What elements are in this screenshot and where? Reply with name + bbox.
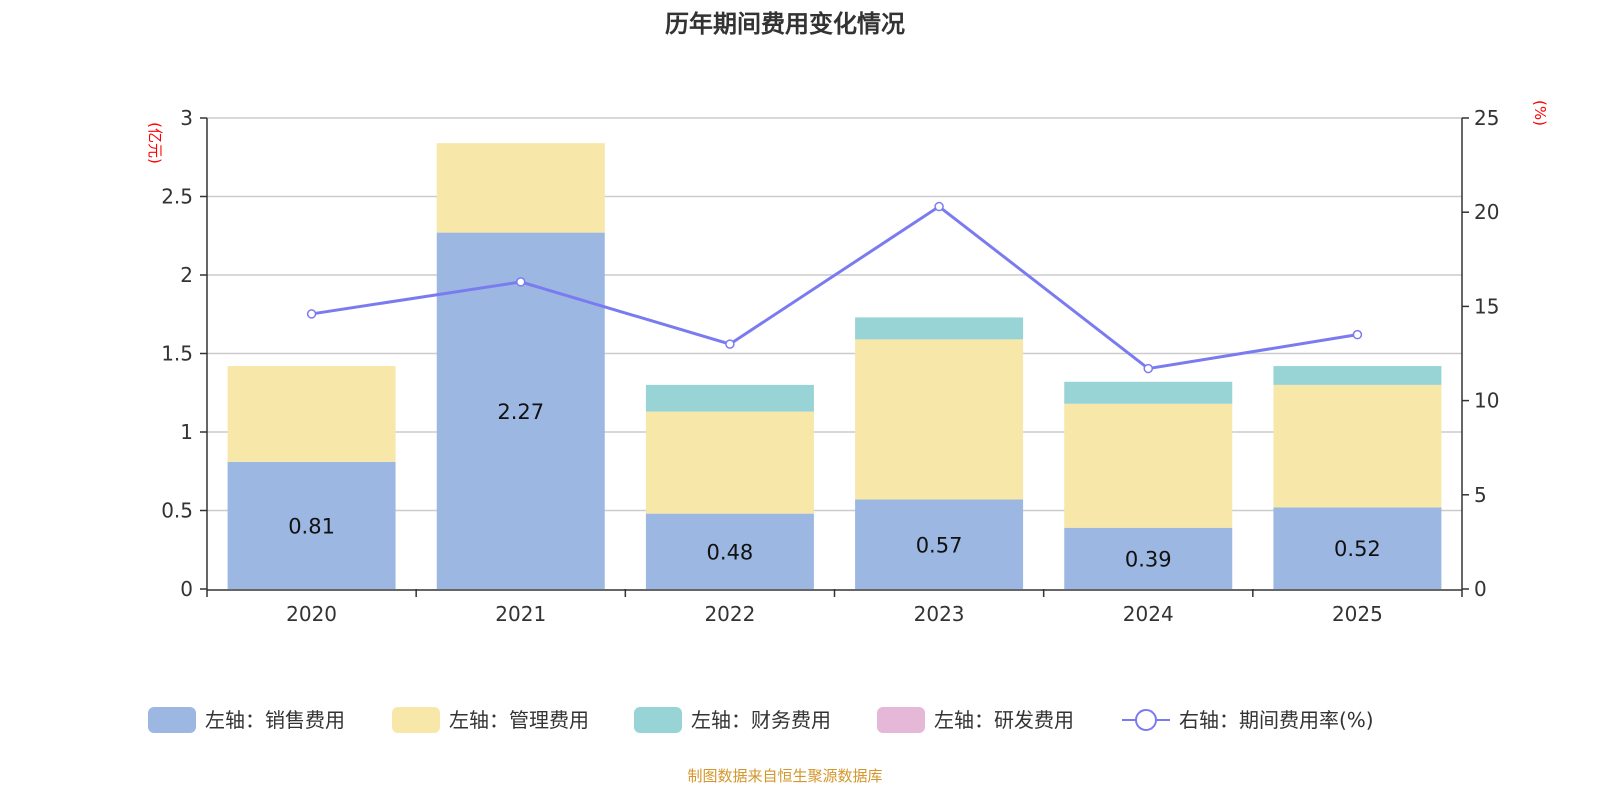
legend-label: 右轴：期间费用率(%): [1179, 708, 1374, 732]
x-tick-label: 2021: [495, 602, 546, 626]
left-tick-label: 1.5: [161, 342, 193, 366]
bar-2022: [645, 411, 814, 514]
bar-2023: [855, 317, 1024, 340]
x-tick-label: 2023: [914, 602, 965, 626]
right-tick-label: 15: [1474, 294, 1499, 318]
right-tick-label: 0: [1474, 577, 1487, 601]
bar-2025: [1273, 384, 1442, 508]
bar-data-label: 0.57: [916, 533, 963, 557]
bar-2021: [436, 232, 605, 590]
legend-label: 左轴：管理费用: [449, 708, 589, 732]
bar-2025: [1273, 366, 1442, 385]
legend-swatch: [634, 707, 682, 733]
legend-marker-icon: [1135, 709, 1157, 731]
left-axis-unit: (亿元): [146, 122, 164, 164]
bar-2024: [1064, 403, 1233, 528]
x-tick-label: 2020: [286, 602, 337, 626]
left-tick-label: 2.5: [161, 185, 193, 209]
bar-data-label: 2.27: [497, 400, 544, 424]
x-tick-label: 2025: [1332, 602, 1383, 626]
left-tick-label: 3: [180, 106, 193, 130]
bar-data-label: 0.81: [288, 514, 335, 538]
rate-point: [725, 339, 735, 349]
rate-point: [306, 309, 317, 319]
legend-swatch: [392, 707, 440, 733]
rate-point: [1143, 363, 1153, 374]
bar-2020: [227, 366, 396, 462]
rate-point: [516, 277, 526, 287]
bar-2025: [1273, 507, 1442, 589]
bar-2024: [1064, 527, 1233, 589]
bar-2020: [227, 461, 396, 589]
legend-swatch: [148, 707, 196, 733]
left-tick-label: 0.5: [161, 499, 193, 523]
legend-label: 左轴：研发费用: [934, 708, 1074, 732]
bar-2023: [855, 499, 1024, 589]
bar-2021: [436, 143, 605, 233]
bar-2023: [855, 339, 1024, 500]
left-tick-label: 0: [180, 577, 193, 601]
chart-title: 历年期间费用变化情况: [665, 10, 905, 38]
bar-2022: [645, 384, 814, 412]
right-tick-label: 10: [1474, 389, 1499, 413]
right-axis-unit: (%): [1531, 100, 1549, 126]
legend-label: 左轴：销售费用: [205, 708, 345, 732]
right-tick-label: 20: [1474, 200, 1499, 224]
rate-point: [1352, 329, 1363, 340]
bar-data-label: 0.39: [1125, 547, 1172, 571]
source-note: 制图数据来自恒生聚源数据库: [687, 767, 882, 785]
legend-label: 左轴：财务费用: [691, 708, 831, 732]
left-tick-label: 2: [180, 263, 193, 287]
bar-2022: [645, 513, 814, 589]
left-tick-label: 1: [180, 420, 193, 444]
x-tick-label: 2024: [1123, 602, 1174, 626]
right-tick-label: 5: [1474, 483, 1487, 507]
legend-swatch: [877, 707, 925, 733]
rate-line: [311, 204, 1358, 371]
x-tick-label: 2022: [704, 602, 755, 626]
bar-2024: [1064, 381, 1233, 404]
rate-point: [934, 201, 944, 212]
bar-data-label: 0.48: [707, 540, 754, 564]
bar-data-label: 0.52: [1334, 537, 1381, 561]
right-tick-label: 25: [1474, 106, 1499, 130]
